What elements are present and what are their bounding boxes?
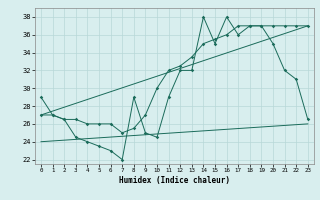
X-axis label: Humidex (Indice chaleur): Humidex (Indice chaleur) <box>119 176 230 185</box>
